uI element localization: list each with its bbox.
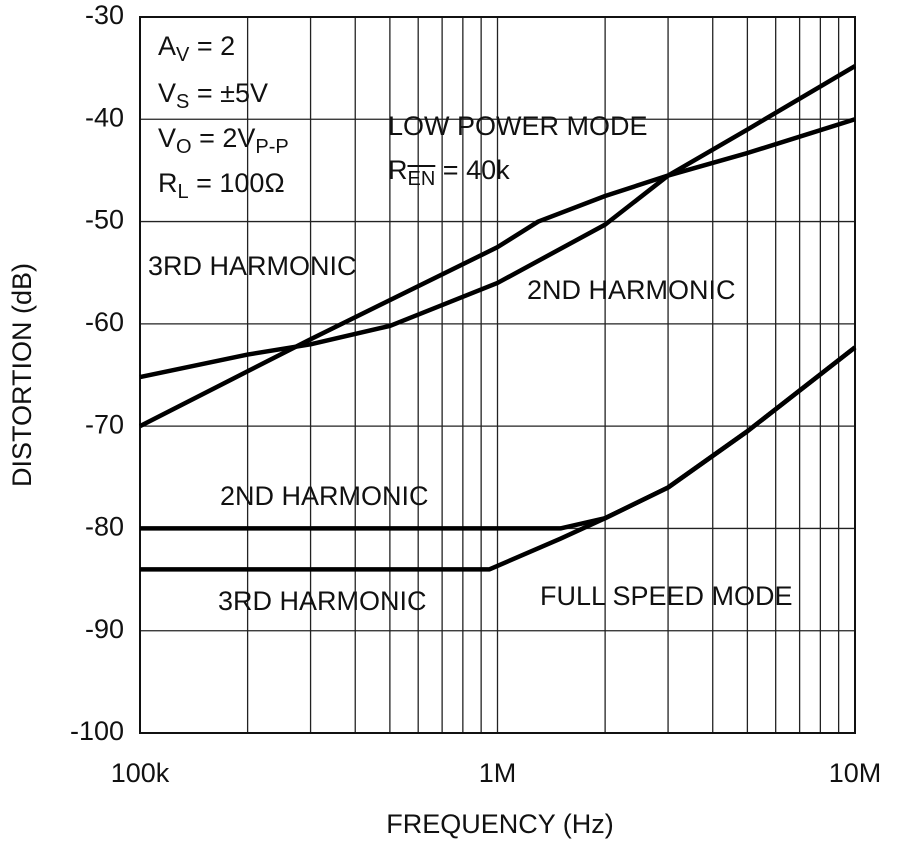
annotation-part: 2ND HARMONIC — [527, 275, 736, 305]
y-tick-label: -70 — [85, 409, 124, 439]
x-tick-label: 100k — [111, 758, 170, 788]
y-tick-label: -40 — [85, 102, 124, 132]
annotation: LOW POWER MODE — [388, 111, 648, 141]
annotation-part: S — [176, 91, 189, 113]
y-tick-label: -30 — [85, 0, 124, 30]
annotation-part: V — [176, 44, 190, 66]
annotation: FULL SPEED MODE — [540, 581, 793, 611]
y-tick-label: -80 — [85, 512, 124, 542]
annotation-part: = ±5V — [189, 78, 268, 108]
annotation: VO = 2VP-P — [158, 123, 289, 158]
annotation-part: = 2 — [189, 31, 235, 61]
annotation-part: 2ND HARMONIC — [220, 481, 429, 511]
annotation-part: R — [388, 155, 408, 185]
y-axis-label: DISTORTION (dB) — [7, 263, 37, 487]
annotation: 3RD HARMONIC — [148, 251, 357, 281]
y-tick-label: -90 — [85, 614, 124, 644]
annotation: 3RD HARMONIC — [218, 586, 427, 616]
annotation-part: V — [158, 78, 176, 108]
y-tick-label: -100 — [70, 716, 124, 746]
annotation-part: = 40k — [435, 155, 510, 185]
x-tick-label: 1M — [479, 758, 517, 788]
annotation-part: FULL SPEED MODE — [540, 581, 793, 611]
annotation: VS = ±5V — [158, 78, 268, 113]
annotation-part: L — [178, 181, 189, 203]
annotation-part: = 100Ω — [189, 168, 285, 198]
annotation-part: O — [176, 136, 192, 158]
annotation: AV = 2 — [158, 31, 235, 66]
annotation-part: A — [158, 31, 176, 61]
series-line — [138, 117, 856, 429]
series-line — [139, 64, 857, 380]
annotation-part: EN — [408, 168, 436, 190]
y-tick-label: -60 — [85, 307, 124, 337]
y-tick-label: -50 — [85, 205, 124, 235]
annotation-part: 3RD HARMONIC — [148, 251, 357, 281]
x-axis-label: FREQUENCY (Hz) — [386, 809, 614, 839]
annotation-part: V — [158, 123, 176, 153]
annotation-part: P-P — [255, 136, 288, 158]
x-tick-label: 10M — [829, 758, 882, 788]
annotation: 2ND HARMONIC — [220, 481, 429, 511]
series-line — [140, 345, 857, 572]
annotation: RL = 100Ω — [158, 168, 285, 203]
annotation-part: 3RD HARMONIC — [218, 586, 427, 616]
annotation-part: LOW POWER MODE — [388, 111, 648, 141]
annotation: 2ND HARMONIC — [527, 275, 736, 305]
annotation-part: = 2V — [192, 123, 256, 153]
annotation: REN = 40k — [388, 155, 510, 190]
annotation-part: R — [158, 168, 178, 198]
